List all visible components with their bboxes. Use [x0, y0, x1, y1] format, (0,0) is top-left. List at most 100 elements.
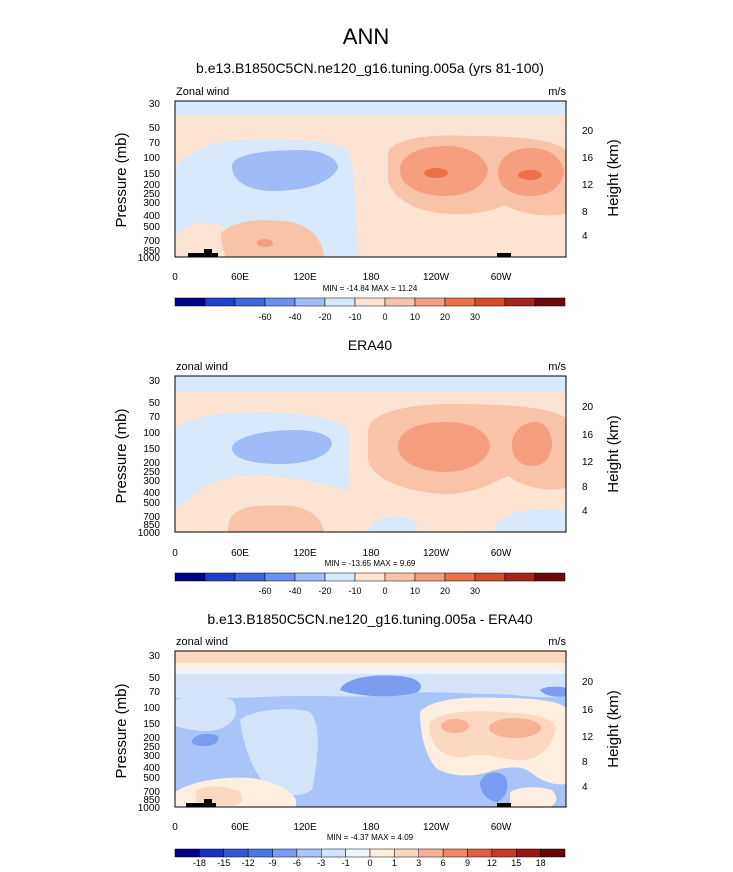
- x-tick-label: 180: [363, 548, 380, 559]
- colorbar-box: [534, 297, 566, 307]
- y-tick-label: 700: [143, 512, 160, 523]
- y-tick-label: 250: [143, 742, 160, 753]
- negative-patch-right: [540, 686, 566, 697]
- colorbar-box: [394, 848, 419, 858]
- colorbar-label: 30: [470, 586, 480, 596]
- colorbar-label: -9: [268, 858, 276, 868]
- y-axis-ticks: 30 50 70 100 150 200 250 300 400 500 700…: [138, 651, 161, 814]
- field-label: Zonal wind: [176, 86, 229, 98]
- x-tick-label: 180: [363, 822, 380, 833]
- y-tick-label: 300: [143, 751, 160, 762]
- colorbar-label: 3: [416, 858, 421, 868]
- colorbar-box: [324, 572, 356, 582]
- negative-core: [232, 150, 338, 192]
- y2-tick-label: 4: [582, 782, 588, 793]
- y-tick-label: 400: [143, 211, 160, 222]
- y2-axis-title: Height (km): [605, 690, 622, 768]
- y2-tick-label: 4: [582, 231, 588, 242]
- y2-tick-label: 16: [582, 430, 594, 441]
- y2-axis-ticks: 20 16 12 8 4: [582, 677, 594, 793]
- y-tick-label: 250: [143, 467, 160, 478]
- colorbar-label: 10: [410, 312, 420, 322]
- y-tick-label: 100: [143, 153, 160, 164]
- y-tick-label: 700: [143, 787, 160, 798]
- colorbar-box: [504, 572, 536, 582]
- y-tick-label: 850: [143, 520, 160, 531]
- colorbar-box: [516, 848, 541, 858]
- x-tick-label: 60E: [231, 548, 249, 559]
- y-tick-label: 70: [149, 687, 161, 698]
- panel-title: ERA40: [348, 337, 393, 353]
- colorbar-box: [384, 297, 416, 307]
- y-tick-label: 50: [149, 673, 161, 684]
- y-tick-label: 150: [143, 719, 160, 730]
- y-tick-label: 400: [143, 488, 160, 499]
- field-label: zonal wind: [176, 361, 228, 373]
- colorbar-label: -40: [288, 586, 301, 596]
- top-positive-band-1: [175, 651, 566, 663]
- colorbar-box: [247, 848, 273, 858]
- positive-peak-east-2: [441, 719, 469, 733]
- colorbar-box: [294, 572, 326, 582]
- y-tick-label: 200: [143, 733, 160, 744]
- colorbar: -60 -40 -20 -10 0 10 20 30: [174, 572, 566, 596]
- lower-positive: [228, 505, 324, 532]
- colorbar-label: 15: [511, 858, 521, 868]
- colorbar-box: [444, 297, 476, 307]
- colorbar-label: -15: [217, 858, 230, 868]
- x-tick-label: 0: [172, 272, 178, 283]
- y2-tick-label: 12: [582, 180, 594, 191]
- y2-tick-label: 20: [582, 402, 594, 413]
- y-tick-label: 1000: [138, 253, 161, 264]
- colorbar-label: -10: [348, 312, 361, 322]
- units-label: m/s: [548, 86, 566, 98]
- topography-3: [497, 253, 511, 257]
- colorbar-box: [324, 297, 356, 307]
- colorbar-box: [345, 848, 371, 858]
- colorbar-box: [384, 572, 416, 582]
- colorbar-label: -1: [342, 858, 350, 868]
- panel-title: b.e13.B1850C5CN.ne120_g16.tuning.005a - …: [207, 611, 533, 627]
- colorbar-box: [418, 848, 444, 858]
- y-tick-label: 50: [149, 123, 161, 134]
- x-tick-label: 120W: [423, 272, 450, 283]
- colorbar-box: [369, 848, 395, 858]
- colorbar-label: 12: [487, 858, 497, 868]
- topography-2: [204, 799, 212, 807]
- y2-tick-label: 16: [582, 153, 594, 164]
- y-tick-label: 400: [143, 763, 160, 774]
- x-tick-label: 120E: [293, 548, 317, 559]
- y-tick-label: 500: [143, 222, 160, 233]
- y2-axis-title: Height (km): [605, 139, 622, 217]
- contour-fill: [175, 376, 566, 532]
- colorbar-box: [204, 297, 236, 307]
- x-axis-ticks: 0 60E 120E 180 120W 60W: [172, 548, 512, 559]
- colorbar-label: 30: [470, 312, 480, 322]
- contour-fill: [175, 101, 566, 257]
- positive-peak-east: [489, 718, 541, 738]
- field-label: zonal wind: [176, 636, 228, 648]
- colorbar-label: 20: [440, 312, 450, 322]
- y-tick-label: 300: [143, 198, 160, 209]
- colorbar-label: 20: [440, 586, 450, 596]
- panel-3: b.e13.B1850C5CN.ne120_g16.tuning.005a - …: [113, 611, 622, 868]
- y-axis-title: Pressure (mb): [113, 132, 130, 227]
- stats-label: MIN = -14.84 MAX = 11.24: [323, 284, 418, 293]
- y2-axis-title: Height (km): [605, 415, 622, 493]
- colorbar-label: -10: [348, 586, 361, 596]
- stats-label: MIN = -4.37 MAX = 4.09: [327, 833, 414, 842]
- x-axis-ticks: 0 60E 120E 180 120W 60W: [172, 272, 512, 283]
- stats-label: MIN = -13.65 MAX = 9.69: [325, 559, 416, 568]
- x-tick-label: 120W: [423, 822, 450, 833]
- colorbar-label: 0: [367, 858, 372, 868]
- top-negative-band: [175, 376, 566, 392]
- units-label: m/s: [548, 361, 566, 373]
- x-tick-label: 60W: [491, 822, 512, 833]
- colorbar-box: [234, 297, 266, 307]
- colorbar-label: -3: [317, 858, 325, 868]
- colorbar-box: [234, 572, 266, 582]
- y-axis-ticks: 30 50 70 100 150 200 250 300 400 500 700…: [138, 99, 161, 264]
- colorbar-label: -20: [318, 312, 331, 322]
- top-positive-band-2: [175, 663, 566, 669]
